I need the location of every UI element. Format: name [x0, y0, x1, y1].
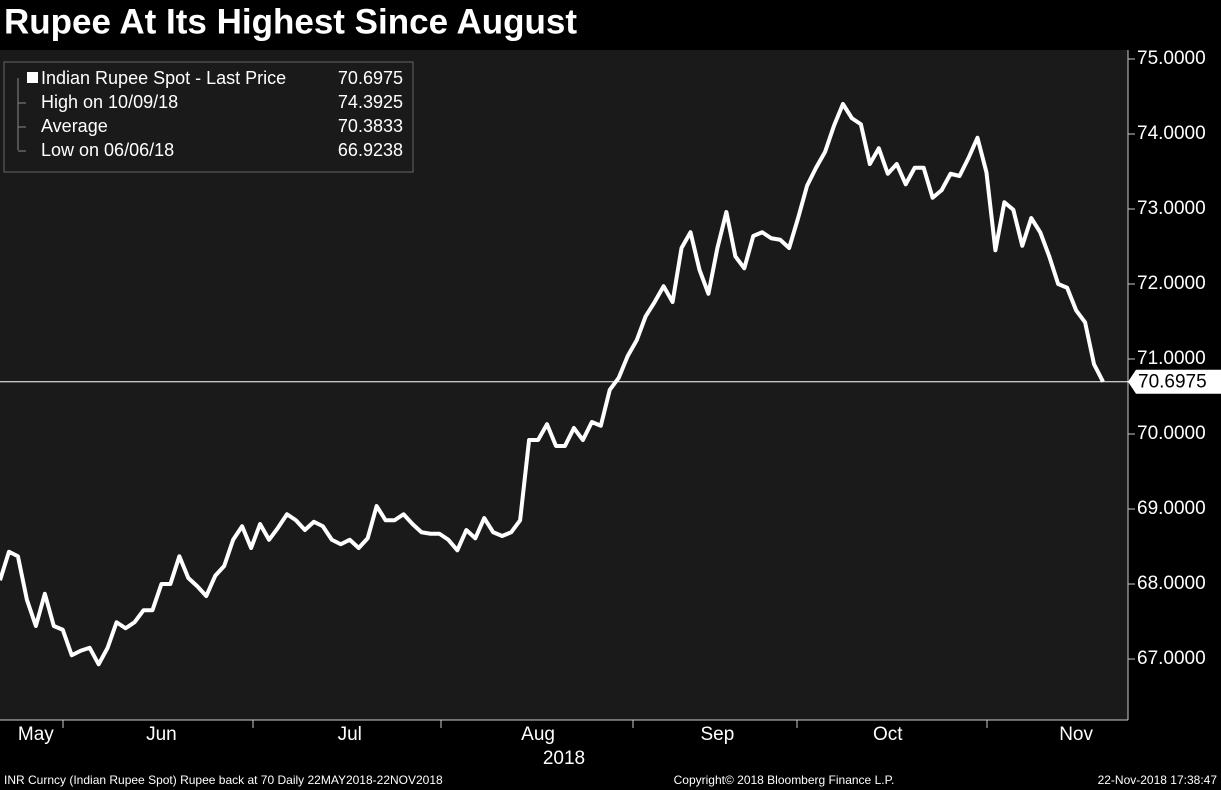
month-separators — [62, 720, 988, 728]
x-axis-label: 2018 — [543, 748, 585, 769]
y-tick-label: 71.0000 — [1137, 348, 1206, 369]
y-tick-label: 67.0000 — [1137, 648, 1206, 669]
chart-title: Rupee At Its Highest Since August — [4, 2, 577, 41]
x-tick-label: May — [18, 724, 54, 745]
legend-stat-value: 66.9238 — [338, 140, 403, 160]
legend-stat: Average — [41, 116, 108, 136]
legend-tree — [17, 78, 26, 152]
legend-stat: High on 10/09/18 — [41, 92, 178, 112]
legend-stat-value: 74.3925 — [338, 92, 403, 112]
x-tick-label: Aug — [521, 724, 555, 745]
footer-left: INR Curncy (Indian Rupee Spot) Rupee bac… — [4, 773, 443, 787]
x-tick-label: Oct — [873, 724, 903, 745]
price-line — [0, 102, 1105, 667]
footer-right: 22-Nov-2018 17:38:47 — [1098, 773, 1218, 787]
x-tick-label: Jul — [338, 724, 362, 745]
x-tick-label: Sep — [700, 724, 734, 745]
y-tick-label: 68.0000 — [1137, 573, 1206, 594]
legend-value: 70.6975 — [338, 68, 403, 88]
y-tick-label: 69.0000 — [1137, 498, 1206, 519]
legend-box — [3, 61, 414, 173]
x-tick-label: Nov — [1059, 724, 1093, 745]
y-tick-label: 73.0000 — [1137, 198, 1206, 219]
y-tick-label: 72.0000 — [1137, 273, 1206, 294]
legend-entry: Indian Rupee Spot - Last Price — [41, 68, 286, 88]
x-tick-label: Jun — [146, 724, 177, 745]
y-tick-label: 75.0000 — [1137, 48, 1206, 69]
legend-swatch — [27, 72, 38, 83]
legend-stat-value: 70.3833 — [338, 116, 403, 136]
last-price-label: 70.6975 — [1138, 372, 1207, 393]
y-tick-label: 74.0000 — [1137, 123, 1206, 144]
legend-stat: Low on 06/06/18 — [41, 140, 174, 160]
footer-center: Copyright© 2018 Bloomberg Finance L.P. — [674, 773, 895, 787]
last-price-box — [1128, 369, 1221, 394]
y-tick-label: 70.0000 — [1137, 423, 1206, 444]
